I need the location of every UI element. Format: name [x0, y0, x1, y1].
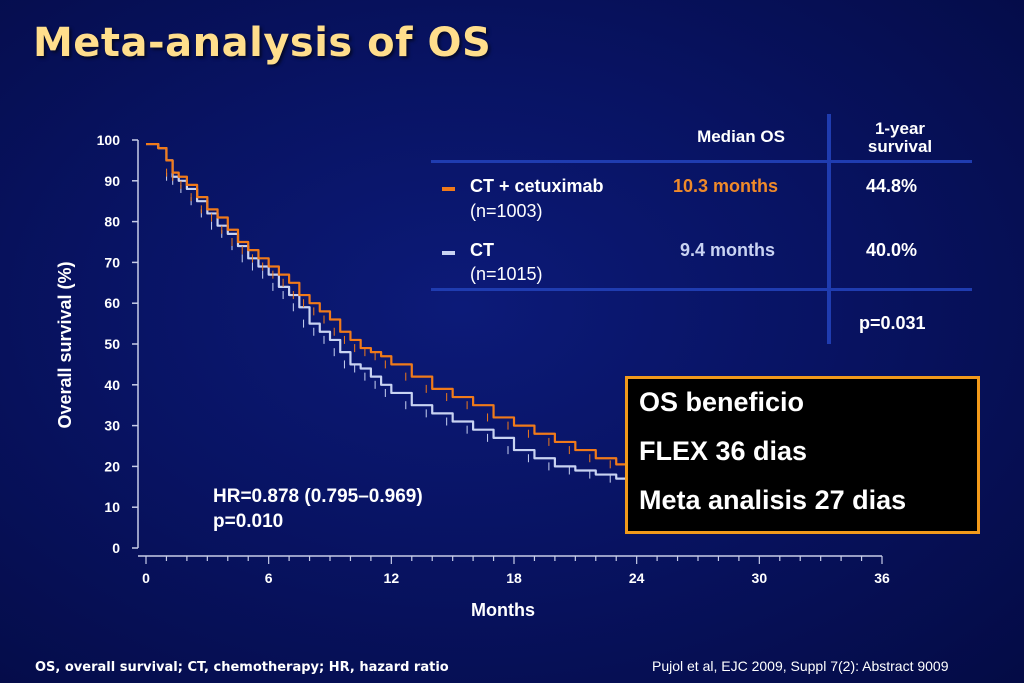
series-line-ct-cetuximab	[146, 142, 638, 469]
row-name-ct: CT	[470, 240, 494, 260]
y-tick-label: 100	[97, 132, 121, 148]
y-tick-label: 80	[104, 214, 120, 230]
hazard-ratio-p-value: p=0.010	[213, 511, 284, 532]
row-name-cetuximab: CT + cetuximab	[470, 176, 604, 196]
chart-series	[146, 142, 638, 485]
x-tick-label: 18	[506, 570, 522, 586]
x-tick-label: 6	[265, 570, 273, 586]
footer-citation: Pujol et al, EJC 2009, Suppl 7(2): Abstr…	[652, 658, 949, 674]
callout-line-2: FLEX 36 dias	[639, 436, 808, 466]
x-tick-label: 36	[874, 570, 890, 586]
y-tick-label: 60	[104, 295, 120, 311]
legend-swatch-ct	[442, 251, 455, 255]
y-tick-label: 0	[112, 540, 120, 556]
slide-title: Meta-analysis of OS	[33, 20, 492, 66]
table-rule-vertical	[827, 114, 831, 344]
y-tick-label: 30	[104, 418, 120, 434]
median-os-ct: 9.4 months	[680, 240, 776, 260]
row-n-cetuximab: (n=1003)	[470, 201, 543, 221]
y-tick-label: 90	[104, 173, 120, 189]
hazard-ratio-text: HR=0.878 (0.795–0.969)	[213, 486, 423, 507]
header-survival-line1: 1-year	[874, 119, 926, 138]
y-axis-label: Overall survival (%)	[55, 261, 75, 428]
chart-axes: 0 10 20 30 40 50 60 70 80 90 100 0 6 12 18 24 30 36	[97, 132, 890, 586]
x-tick-label: 30	[752, 570, 768, 586]
header-survival-line2: survival	[867, 137, 933, 156]
callout-box: OS beneficio FLEX 36 dias Meta analisis …	[625, 376, 980, 534]
y-tick-label: 70	[104, 254, 120, 270]
x-axis-label: Months	[471, 600, 535, 620]
callout-line-3: Meta analisis 27 dias	[639, 485, 907, 515]
row-n-ct: (n=1015)	[470, 264, 543, 284]
survival-ct: 40.0%	[866, 240, 918, 260]
table-rule-top	[431, 160, 972, 163]
table-p-value: p=0.031	[859, 313, 926, 333]
x-tick-label: 12	[384, 570, 400, 586]
y-tick-label: 20	[104, 458, 120, 474]
y-tick-label: 10	[104, 499, 120, 515]
y-tick-label: 50	[104, 336, 120, 352]
survival-cetuximab: 44.8%	[866, 176, 918, 196]
median-os-cetuximab: 10.3 months	[673, 176, 779, 196]
y-tick-label: 40	[104, 377, 120, 393]
footer-abbreviations: OS, overall survival; CT, chemotherapy; …	[35, 660, 449, 675]
x-tick-label: 0	[142, 570, 150, 586]
x-tick-label: 24	[629, 570, 645, 586]
callout-line-1: OS beneficio	[639, 387, 805, 417]
header-median-os: Median OS	[697, 127, 785, 146]
table-rule-bottom	[431, 288, 972, 291]
legend-swatch-cetuximab	[442, 187, 455, 191]
